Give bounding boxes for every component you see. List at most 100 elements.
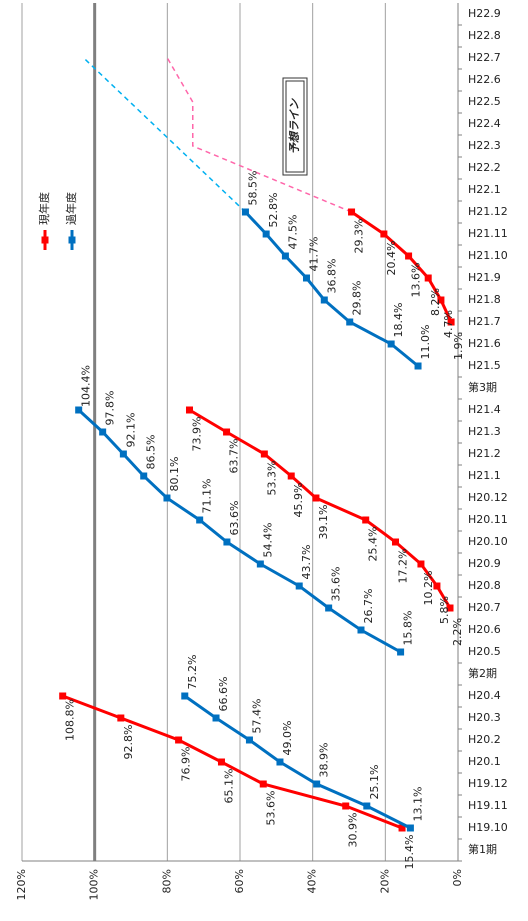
data-label: 41.7% bbox=[307, 237, 320, 272]
x-tick-label: H22.4 bbox=[468, 117, 501, 130]
x-tick-label: H21.6 bbox=[468, 337, 501, 350]
data-label: 49.0% bbox=[281, 721, 294, 756]
marker bbox=[424, 274, 432, 282]
data-label: 25.1% bbox=[368, 765, 381, 800]
x-tick-label: H20.1 bbox=[468, 755, 501, 768]
data-label: 18.4% bbox=[392, 303, 405, 338]
x-tick-label: H21.4 bbox=[468, 403, 501, 416]
marker bbox=[175, 736, 183, 744]
legend-label: 過年度 bbox=[64, 192, 78, 225]
data-label: 29.3% bbox=[353, 219, 366, 254]
forecast-line bbox=[83, 57, 246, 213]
data-label: 52.8% bbox=[267, 193, 280, 228]
y-tick-label: 20% bbox=[378, 869, 391, 893]
annotation: 予想ライン bbox=[288, 98, 301, 154]
data-label: 63.7% bbox=[228, 439, 241, 474]
marker bbox=[260, 450, 268, 458]
data-label: 66.6% bbox=[217, 677, 230, 712]
data-label: 71.1% bbox=[201, 479, 214, 514]
x-tick-label: H21.7 bbox=[468, 315, 501, 328]
marker bbox=[223, 428, 231, 436]
x-tick-label: H22.6 bbox=[468, 73, 501, 86]
x-tick-label: 第3期 bbox=[468, 380, 497, 394]
data-label: 80.1% bbox=[168, 457, 181, 492]
marker bbox=[281, 252, 289, 260]
marker bbox=[320, 296, 328, 304]
marker bbox=[217, 758, 225, 766]
marker bbox=[437, 296, 445, 304]
x-tick-label: H20.3 bbox=[468, 711, 501, 724]
marker bbox=[346, 318, 354, 326]
marker bbox=[312, 494, 320, 502]
x-tick-label: H22.1 bbox=[468, 183, 501, 196]
data-label: 75.2% bbox=[186, 655, 199, 690]
x-tick-label: H20.6 bbox=[468, 623, 501, 636]
data-label: 86.5% bbox=[145, 435, 158, 470]
x-tick-label: H21.9 bbox=[468, 271, 501, 284]
marker bbox=[259, 780, 267, 788]
x-tick-label: H21.11 bbox=[468, 227, 508, 240]
data-label: 92.1% bbox=[124, 413, 137, 448]
data-label: 57.4% bbox=[250, 699, 263, 734]
x-tick-label: H20.4 bbox=[468, 689, 501, 702]
data-label: 13.6% bbox=[410, 263, 423, 298]
marker bbox=[392, 538, 400, 546]
marker bbox=[181, 692, 189, 700]
marker bbox=[302, 274, 310, 282]
marker bbox=[119, 450, 127, 458]
x-tick-label: H19.12 bbox=[468, 777, 508, 790]
y-tick-label: 0% bbox=[451, 869, 464, 886]
marker bbox=[380, 230, 388, 238]
data-label: 20.4% bbox=[385, 241, 398, 276]
y-tick-label: 60% bbox=[233, 869, 246, 893]
marker bbox=[245, 736, 253, 744]
x-tick-label: H20.2 bbox=[468, 733, 501, 746]
y-tick-label: 40% bbox=[306, 869, 319, 893]
annotation-box-outer bbox=[282, 77, 308, 176]
marker bbox=[196, 516, 204, 524]
marker bbox=[140, 472, 148, 480]
data-label: 29.8% bbox=[351, 281, 364, 316]
marker bbox=[185, 406, 193, 414]
x-tick-label: H20.10 bbox=[468, 535, 508, 548]
data-label: 38.9% bbox=[318, 743, 331, 778]
data-label: 63.6% bbox=[228, 501, 241, 536]
y-tick-label: 80% bbox=[160, 869, 173, 893]
forecast-line bbox=[166, 57, 352, 213]
marker bbox=[287, 472, 295, 480]
data-label: 11.0% bbox=[419, 325, 432, 360]
data-label: 15.8% bbox=[402, 611, 415, 646]
data-label: 53.3% bbox=[265, 461, 278, 496]
data-label: 35.6% bbox=[330, 567, 343, 602]
data-label: 25.4% bbox=[367, 527, 380, 562]
data-label: 45.9% bbox=[292, 483, 305, 518]
data-label: 108.8% bbox=[64, 699, 77, 741]
data-label: 65.1% bbox=[222, 769, 235, 804]
x-tick-label: H20.9 bbox=[468, 557, 501, 570]
x-tick-label: H19.10 bbox=[468, 821, 508, 834]
marker bbox=[363, 802, 371, 810]
x-tick-label: H20.12 bbox=[468, 491, 508, 504]
x-tick-label: H21.1 bbox=[468, 469, 501, 482]
legend-marker bbox=[41, 236, 49, 244]
data-label: 36.8% bbox=[325, 259, 338, 294]
marker bbox=[406, 824, 414, 832]
x-tick-label: H20.7 bbox=[468, 601, 501, 614]
marker bbox=[59, 692, 67, 700]
data-label: 53.6% bbox=[264, 791, 277, 826]
data-label: 47.5% bbox=[286, 215, 299, 250]
rotated-chart: 0% 20% 40% 60% 80% 100% 120% 第1期 H19.10 H19.11 H19… bbox=[15, 3, 508, 900]
x-tick-label: H20.8 bbox=[468, 579, 501, 592]
marker bbox=[417, 560, 425, 568]
marker bbox=[163, 494, 171, 502]
x-tick-label: 第2期 bbox=[468, 666, 497, 680]
x-tick-label: H20.11 bbox=[468, 513, 508, 526]
x-tick-label: H20.5 bbox=[468, 645, 501, 658]
y-tick-label: 120% bbox=[15, 869, 28, 900]
marker bbox=[262, 230, 270, 238]
marker bbox=[212, 714, 220, 722]
data-label: 5.8% bbox=[438, 596, 451, 624]
marker bbox=[325, 604, 333, 612]
x-tick-label: H22.7 bbox=[468, 51, 501, 64]
